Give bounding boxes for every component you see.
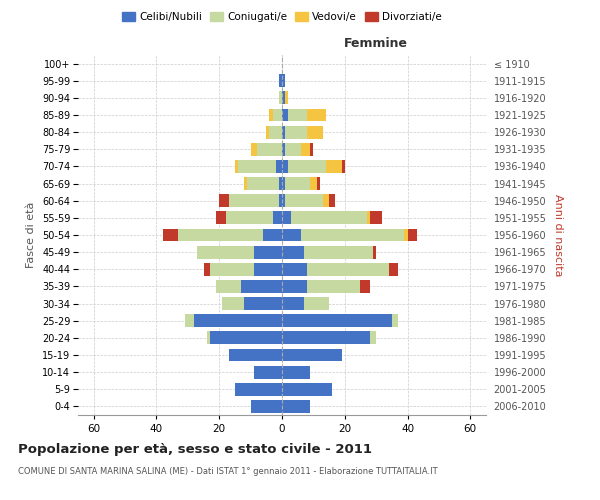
Bar	[203, 263, 210, 276]
Bar	[282, 228, 301, 241]
Bar	[326, 160, 341, 173]
Bar	[210, 263, 254, 276]
Bar	[285, 143, 301, 156]
Bar	[310, 177, 317, 190]
Bar	[279, 74, 282, 87]
Bar	[279, 194, 282, 207]
Bar	[304, 246, 373, 258]
Bar	[223, 297, 244, 310]
Bar	[229, 194, 279, 207]
Bar	[304, 297, 329, 310]
Bar	[282, 400, 310, 413]
Bar	[279, 92, 282, 104]
Bar	[235, 160, 238, 173]
Bar	[288, 160, 326, 173]
Bar	[282, 143, 285, 156]
Bar	[282, 383, 332, 396]
Bar	[310, 143, 313, 156]
Bar	[285, 194, 323, 207]
Bar	[282, 332, 370, 344]
Bar	[370, 332, 376, 344]
Bar	[329, 194, 335, 207]
Bar	[178, 228, 263, 241]
Bar	[282, 92, 285, 104]
Bar	[251, 400, 282, 413]
Bar	[185, 314, 194, 327]
Bar	[282, 246, 304, 258]
Bar	[226, 212, 272, 224]
Bar	[254, 263, 282, 276]
Bar	[282, 194, 285, 207]
Bar	[272, 108, 282, 122]
Bar	[323, 194, 329, 207]
Bar	[194, 314, 282, 327]
Bar	[276, 160, 282, 173]
Bar	[247, 177, 279, 190]
Bar	[285, 92, 288, 104]
Bar	[282, 212, 292, 224]
Bar	[301, 228, 404, 241]
Legend: Celibi/Nubili, Coniugati/e, Vedovi/e, Divorziati/e: Celibi/Nubili, Coniugati/e, Vedovi/e, Di…	[118, 8, 446, 26]
Bar	[219, 194, 229, 207]
Bar	[373, 246, 376, 258]
Bar	[404, 228, 407, 241]
Bar	[210, 332, 282, 344]
Bar	[317, 177, 320, 190]
Bar	[282, 348, 341, 362]
Bar	[269, 108, 272, 122]
Bar	[389, 263, 398, 276]
Bar	[251, 143, 257, 156]
Bar	[216, 212, 226, 224]
Bar	[307, 263, 389, 276]
Y-axis label: Anni di nascita: Anni di nascita	[553, 194, 563, 276]
Bar	[392, 314, 398, 327]
Bar	[282, 280, 307, 293]
Bar	[282, 366, 310, 378]
Bar	[282, 177, 285, 190]
Bar	[370, 212, 382, 224]
Bar	[235, 383, 282, 396]
Bar	[407, 228, 417, 241]
Bar	[282, 126, 285, 138]
Text: Popolazione per età, sesso e stato civile - 2011: Popolazione per età, sesso e stato civil…	[18, 442, 372, 456]
Bar	[257, 143, 282, 156]
Bar	[282, 160, 288, 173]
Bar	[163, 228, 178, 241]
Text: Femmine: Femmine	[344, 36, 408, 50]
Bar	[266, 126, 269, 138]
Bar	[263, 228, 282, 241]
Bar	[216, 280, 241, 293]
Bar	[254, 366, 282, 378]
Bar	[269, 126, 282, 138]
Bar	[282, 297, 304, 310]
Bar	[244, 297, 282, 310]
Bar	[292, 212, 367, 224]
Bar	[279, 177, 282, 190]
Bar	[254, 246, 282, 258]
Bar	[282, 263, 307, 276]
Bar	[282, 108, 288, 122]
Bar	[197, 246, 254, 258]
Bar	[282, 314, 392, 327]
Y-axis label: Fasce di età: Fasce di età	[26, 202, 37, 268]
Bar	[307, 280, 361, 293]
Bar	[367, 212, 370, 224]
Bar	[307, 126, 323, 138]
Bar	[244, 177, 247, 190]
Bar	[285, 126, 307, 138]
Bar	[361, 280, 370, 293]
Bar	[288, 108, 307, 122]
Bar	[307, 108, 326, 122]
Text: COMUNE DI SANTA MARINA SALINA (ME) - Dati ISTAT 1° gennaio 2011 - Elaborazione T: COMUNE DI SANTA MARINA SALINA (ME) - Dat…	[18, 468, 437, 476]
Bar	[285, 177, 310, 190]
Bar	[238, 160, 276, 173]
Bar	[229, 348, 282, 362]
Bar	[272, 212, 282, 224]
Bar	[341, 160, 345, 173]
Bar	[206, 332, 210, 344]
Bar	[241, 280, 282, 293]
Bar	[282, 74, 285, 87]
Bar	[301, 143, 310, 156]
